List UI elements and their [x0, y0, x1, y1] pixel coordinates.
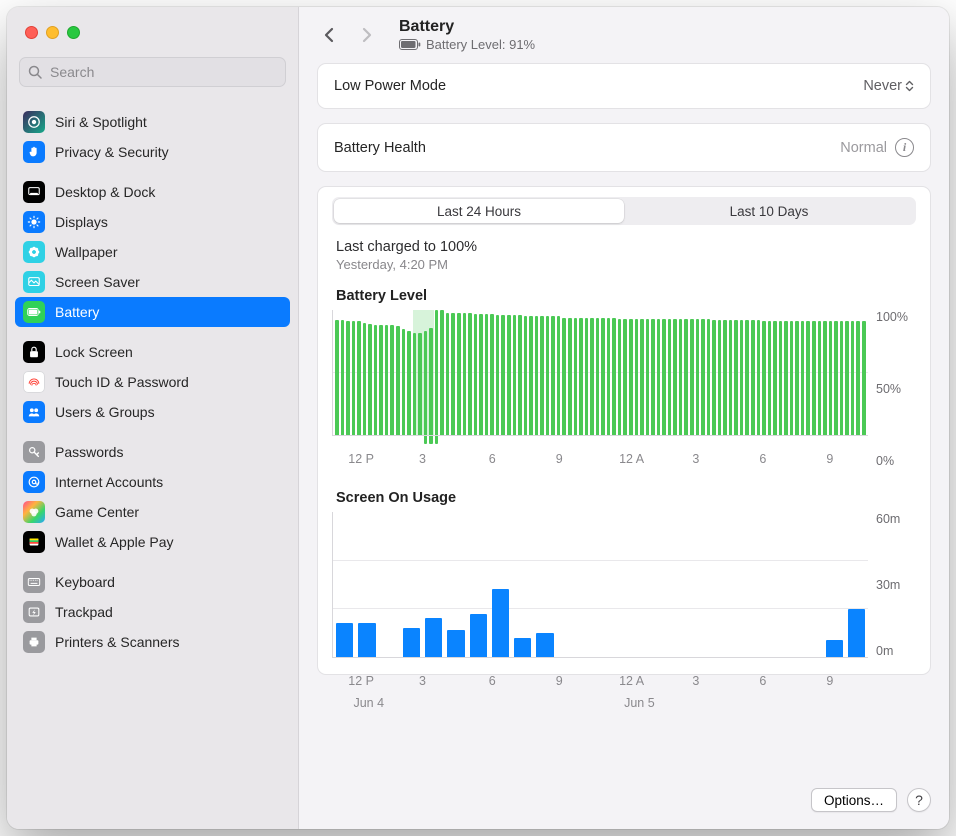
titlebar [7, 7, 298, 57]
segment-last-10-days[interactable]: Last 10 Days [624, 199, 914, 223]
footer: Options… ? [299, 781, 949, 829]
sidebar-item-battery[interactable]: Battery [15, 297, 290, 327]
help-button[interactable]: ? [907, 788, 931, 812]
battery-icon [399, 39, 421, 51]
sidebar-item-wallpaper[interactable]: Wallpaper [15, 237, 290, 267]
back-button[interactable] [317, 21, 341, 49]
battery-icon [23, 301, 45, 323]
chevron-left-icon [323, 26, 335, 44]
flower-icon [23, 241, 45, 263]
keyboard-icon [23, 571, 45, 593]
sidebar: Siri & Spotlight Privacy & Security Deskto… [7, 7, 299, 829]
battery-health-value: Normal [840, 140, 887, 156]
battery-level-chart: Battery Level 12 P36912 A369 100%50%0% [332, 288, 916, 468]
forward-button[interactable] [355, 21, 379, 49]
battery-health-label: Battery Health [334, 140, 426, 156]
siri-icon [23, 111, 45, 133]
sidebar-item-label: Wallet & Apple Pay [55, 534, 174, 550]
battery-health-row: Battery Health Normal i [317, 123, 931, 172]
sidebar-item-wallet-apple-pay[interactable]: Wallet & Apple Pay [15, 527, 290, 557]
sidebar-item-label: Internet Accounts [55, 474, 163, 490]
touchid-icon [23, 371, 45, 393]
sidebar-item-trackpad[interactable]: Trackpad [15, 597, 290, 627]
sidebar-item-printers-scanners[interactable]: Printers & Scanners [15, 627, 290, 657]
main-pane: Battery Battery Level: 91% Low Power Mod… [299, 7, 949, 829]
low-power-mode-popup[interactable]: Never [863, 78, 914, 94]
sidebar-item-label: Keyboard [55, 574, 115, 590]
low-power-mode-label: Low Power Mode [334, 78, 446, 94]
sidebar-item-siri-spotlight[interactable]: Siri & Spotlight [15, 107, 290, 137]
sidebar-item-game-center[interactable]: Game Center [15, 497, 290, 527]
sidebar-item-label: Lock Screen [55, 344, 133, 360]
screen-on-usage-chart: Screen On Usage 12 P36912 A369 Jun 4Jun … [332, 490, 916, 658]
battery-health-info-button[interactable]: i [895, 138, 914, 157]
close-button[interactable] [25, 26, 38, 39]
sidebar-item-label: Siri & Spotlight [55, 114, 147, 130]
lock-icon [23, 341, 45, 363]
gamecenter-icon [23, 501, 45, 523]
key-icon [23, 441, 45, 463]
last-charged-title: Last charged to 100% [336, 239, 912, 255]
sidebar-item-label: Battery [55, 304, 99, 320]
last-charged-block: Last charged to 100% Yesterday, 4:20 PM [332, 235, 916, 282]
page-subtitle: Battery Level: 91% [399, 37, 535, 52]
sidebar-item-label: Touch ID & Password [55, 374, 189, 390]
printer-icon [23, 631, 45, 653]
trackpad-icon [23, 601, 45, 623]
chevron-right-icon [361, 26, 373, 44]
screen-on-usage-title: Screen On Usage [336, 490, 916, 506]
screensaver-icon [23, 271, 45, 293]
sidebar-item-label: Game Center [55, 504, 139, 520]
system-settings-window: Siri & Spotlight Privacy & Security Deskto… [7, 7, 949, 829]
low-power-mode-row: Low Power Mode Never [317, 63, 931, 109]
content: Low Power Mode Never Battery He [299, 63, 949, 781]
time-range-segment[interactable]: Last 24 Hours Last 10 Days [332, 197, 916, 225]
sidebar-nav: Siri & Spotlight Privacy & Security Deskto… [7, 95, 298, 829]
minimize-button[interactable] [46, 26, 59, 39]
battery-level-text: Battery Level: 91% [426, 37, 535, 52]
sidebar-item-passwords[interactable]: Passwords [15, 437, 290, 467]
hand-icon [23, 141, 45, 163]
sidebar-item-label: Displays [55, 214, 108, 230]
sidebar-item-label: Wallpaper [55, 244, 118, 260]
updown-chevron-icon [905, 80, 914, 92]
page-title: Battery [399, 18, 535, 36]
sidebar-item-label: Privacy & Security [55, 144, 169, 160]
sidebar-item-internet-accounts[interactable]: Internet Accounts [15, 467, 290, 497]
options-button[interactable]: Options… [811, 788, 897, 812]
sidebar-item-displays[interactable]: Displays [15, 207, 290, 237]
zoom-button[interactable] [67, 26, 80, 39]
battery-level-title: Battery Level [336, 288, 916, 304]
search-field[interactable] [19, 57, 286, 87]
sun-icon [23, 211, 45, 233]
users-icon [23, 401, 45, 423]
sidebar-item-touch-id-password[interactable]: Touch ID & Password [15, 367, 290, 397]
sidebar-item-screen-saver[interactable]: Screen Saver [15, 267, 290, 297]
sidebar-item-label: Desktop & Dock [55, 184, 155, 200]
history-pane: Last 24 Hours Last 10 Days Last charged … [317, 186, 931, 675]
sidebar-item-label: Users & Groups [55, 404, 155, 420]
wallet-icon [23, 531, 45, 553]
sidebar-item-label: Trackpad [55, 604, 113, 620]
segment-last-24-hours[interactable]: Last 24 Hours [334, 199, 624, 223]
dock-icon [23, 181, 45, 203]
sidebar-item-label: Printers & Scanners [55, 634, 180, 650]
sidebar-item-privacy-security[interactable]: Privacy & Security [15, 137, 290, 167]
search-icon [27, 64, 43, 80]
sidebar-item-keyboard[interactable]: Keyboard [15, 567, 290, 597]
last-charged-time: Yesterday, 4:20 PM [336, 257, 912, 272]
sidebar-item-label: Screen Saver [55, 274, 140, 290]
sidebar-item-desktop-dock[interactable]: Desktop & Dock [15, 177, 290, 207]
at-icon [23, 471, 45, 493]
sidebar-item-label: Passwords [55, 444, 123, 460]
content-header: Battery Battery Level: 91% [299, 7, 949, 63]
sidebar-item-lock-screen[interactable]: Lock Screen [15, 337, 290, 367]
sidebar-item-users-groups[interactable]: Users & Groups [15, 397, 290, 427]
low-power-mode-value: Never [863, 78, 902, 94]
search-input[interactable] [19, 57, 286, 87]
